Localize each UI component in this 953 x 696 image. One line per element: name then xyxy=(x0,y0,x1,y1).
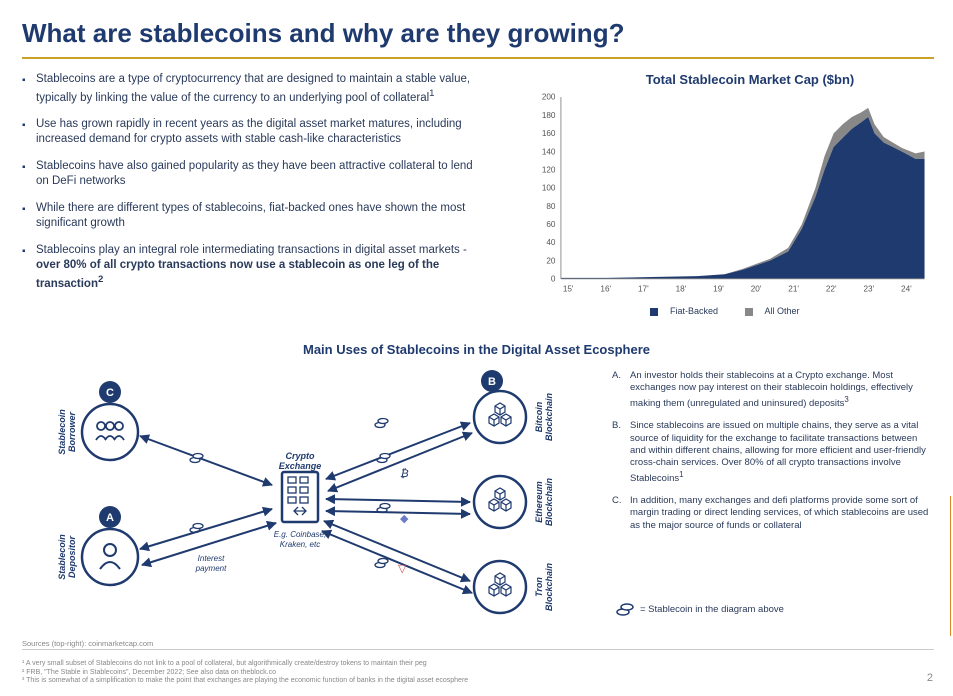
bullet-list: Stablecoins are a type of cryptocurrency… xyxy=(22,72,482,303)
footnote-line: ² FRB, "The Stable in Stablecoins", Dece… xyxy=(22,669,722,678)
footnote-line: ³ This is somewhat of a simplification t… xyxy=(22,677,722,686)
svg-text:24': 24' xyxy=(901,285,912,294)
svg-text:180: 180 xyxy=(542,111,556,120)
svg-text:140: 140 xyxy=(542,147,556,156)
svg-text:₿: ₿ xyxy=(400,467,409,480)
svg-text:120: 120 xyxy=(542,165,556,174)
chart-legend: Fiat-Backed All Other xyxy=(650,306,824,316)
sources-text: Sources (top-right): coinmarketcap.com xyxy=(22,639,153,648)
bullet-item: Use has grown rapidly in recent years as… xyxy=(22,117,482,148)
svg-text:C: C xyxy=(106,387,114,399)
ecosphere-diagram: A StablecoinDepositor C StablecoinBorrower C… xyxy=(20,362,580,622)
svg-text:200: 200 xyxy=(542,93,556,102)
svg-text:21': 21' xyxy=(788,285,799,294)
explanation-item: C.In addition, many exchanges and defi p… xyxy=(612,495,930,532)
diagram-subheader: Main Uses of Stablecoins in the Digital … xyxy=(0,342,953,357)
svg-text:20: 20 xyxy=(546,256,556,265)
stablecoin-legend: = Stablecoin in the diagram above xyxy=(616,602,784,616)
svg-text:160: 160 xyxy=(542,129,556,138)
svg-text:23': 23' xyxy=(863,285,874,294)
svg-text:60: 60 xyxy=(546,220,556,229)
legend-fiat: Fiat-Backed xyxy=(670,306,718,316)
bullet-item: While there are different types of stabl… xyxy=(22,201,482,232)
explanation-list: A.An investor holds their stablecoins at… xyxy=(612,370,930,542)
svg-text:◆: ◆ xyxy=(400,513,409,525)
svg-text:18': 18' xyxy=(676,285,687,294)
svg-text:StablecoinDepositor: StablecoinDepositor xyxy=(57,534,77,580)
svg-text:B: B xyxy=(488,376,496,388)
svg-text:E.g. Coinbase,Kraken, etc: E.g. Coinbase,Kraken, etc xyxy=(274,530,326,549)
svg-text:16': 16' xyxy=(600,285,611,294)
svg-text:80: 80 xyxy=(546,202,556,211)
svg-text:BitcoinBlockchain: BitcoinBlockchain xyxy=(534,392,554,441)
footer-divider xyxy=(22,649,934,650)
svg-text:17': 17' xyxy=(638,285,649,294)
side-accent xyxy=(950,496,951,636)
page-title: What are stablecoins and why are they gr… xyxy=(22,18,624,49)
chart-title: Total Stablecoin Market Cap ($bn) xyxy=(580,72,920,87)
svg-text:Interestpayment: Interestpayment xyxy=(195,554,227,573)
svg-text:TronBlockchain: TronBlockchain xyxy=(534,562,554,611)
footnotes: ¹ A very small subset of Stablecoins do … xyxy=(22,660,722,686)
svg-text:A: A xyxy=(106,512,114,524)
svg-text:19': 19' xyxy=(713,285,724,294)
svg-text:15': 15' xyxy=(563,285,574,294)
market-cap-chart: 0 20 40 60 80 100 120 140 160 180 200 15' 16' 17' 18' 1… xyxy=(530,92,930,302)
page-number: 2 xyxy=(927,672,933,684)
bullet-item: Stablecoins have also gained popularity … xyxy=(22,159,482,190)
coins-icon xyxy=(616,602,634,616)
svg-text:StablecoinBorrower: StablecoinBorrower xyxy=(57,409,77,455)
footnote-line: ¹ A very small subset of Stablecoins do … xyxy=(22,660,722,669)
svg-text:22': 22' xyxy=(826,285,837,294)
svg-text:20': 20' xyxy=(751,285,762,294)
svg-text:0: 0 xyxy=(551,275,556,284)
svg-text:EthereumBlockchain: EthereumBlockchain xyxy=(534,477,554,526)
explanation-item: A.An investor holds their stablecoins at… xyxy=(612,370,930,410)
title-underline xyxy=(22,57,934,59)
svg-text:▽: ▽ xyxy=(398,563,407,575)
svg-text:100: 100 xyxy=(542,184,556,193)
explanation-item: B.Since stablecoins are issued on multip… xyxy=(612,420,930,485)
svg-text:CryptoExchange: CryptoExchange xyxy=(279,451,322,471)
svg-text:40: 40 xyxy=(546,238,556,247)
bullet-item: Stablecoins are a type of cryptocurrency… xyxy=(22,72,482,106)
bullet-item: Stablecoins play an integral role interm… xyxy=(22,243,482,292)
legend-other: All Other xyxy=(765,306,800,316)
